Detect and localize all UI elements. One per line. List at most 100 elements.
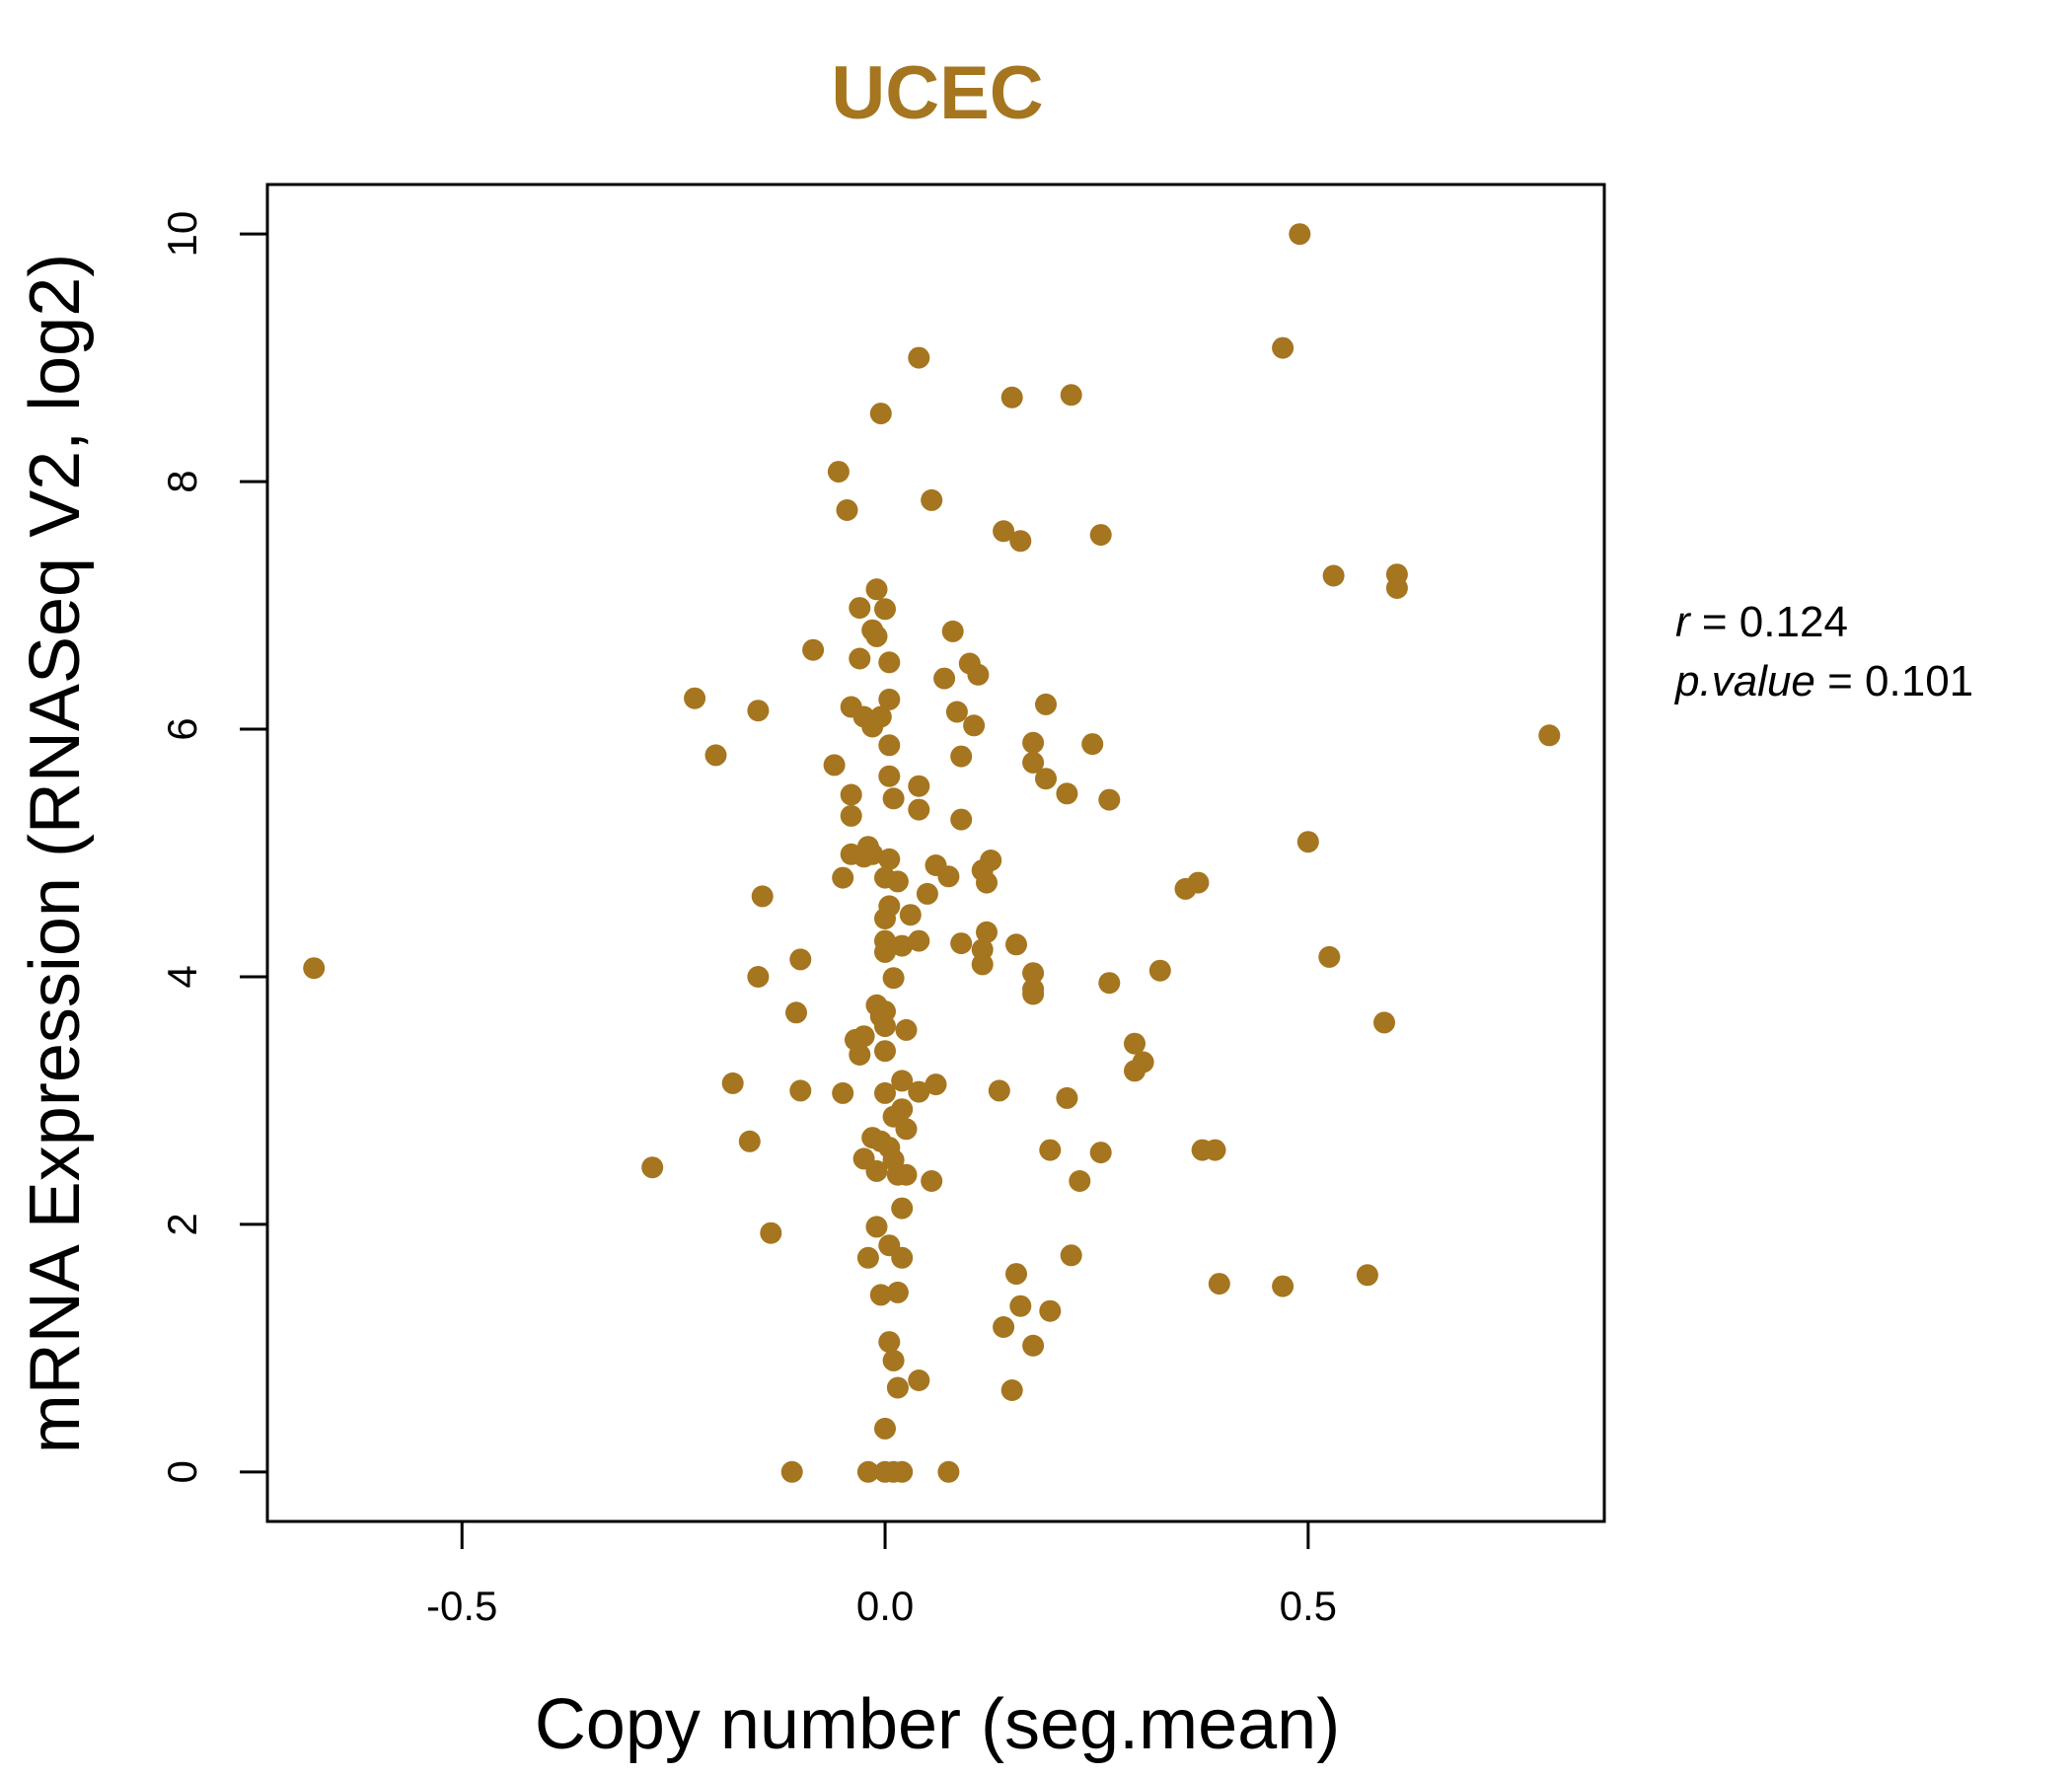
data-point (891, 934, 914, 957)
data-point (1022, 751, 1045, 774)
data-point (950, 745, 973, 768)
data-point (789, 948, 812, 971)
data-point (747, 700, 770, 722)
data-point (1124, 1032, 1146, 1055)
data-point (899, 904, 922, 926)
data-point (1039, 1299, 1062, 1322)
data-point (780, 1460, 803, 1483)
p-value-stat: p.value = 0.101 (1673, 657, 1973, 705)
data-point (1022, 983, 1045, 1005)
data-point (760, 1221, 782, 1244)
data-point (1373, 1011, 1395, 1034)
data-point (1356, 1264, 1378, 1287)
data-point (976, 871, 998, 894)
data-point (1060, 1244, 1082, 1267)
y-axis-title: mRNA Expression (RNASeq V2, log2) (16, 254, 95, 1453)
data-point (751, 885, 774, 908)
data-point (836, 499, 858, 521)
data-point (823, 754, 846, 777)
data-point (1124, 1060, 1146, 1082)
data-point (921, 1170, 943, 1192)
x-tick-label: 0.5 (1280, 1583, 1337, 1629)
data-point (1056, 1086, 1078, 1109)
r-label: r (1675, 598, 1692, 646)
data-point (1289, 223, 1311, 246)
data-point (827, 461, 850, 483)
data-point (1081, 733, 1104, 756)
data-point (886, 1281, 909, 1303)
data-point (1035, 693, 1057, 715)
data-point (865, 625, 888, 647)
data-point (1272, 1275, 1295, 1297)
data-point (874, 1417, 896, 1440)
data-point (895, 1118, 918, 1141)
data-point (908, 346, 930, 369)
data-point (882, 787, 905, 810)
data-point (832, 1081, 854, 1104)
data-point (721, 1072, 744, 1094)
data-point (1089, 1142, 1112, 1164)
data-point (1000, 1379, 1023, 1401)
data-point (878, 765, 901, 787)
data-point (908, 798, 930, 821)
data-point (1089, 524, 1112, 547)
data-point (785, 1001, 807, 1024)
data-point (1009, 530, 1032, 553)
data-point (878, 848, 901, 870)
data-point (789, 1079, 812, 1102)
data-point (993, 520, 1015, 543)
data-point (1272, 336, 1295, 359)
data-point (963, 714, 986, 737)
data-point (908, 1369, 930, 1391)
x-tick-label: -0.5 (426, 1583, 497, 1629)
data-point (747, 966, 770, 988)
data-point (950, 808, 973, 831)
chart-title: UCEC (831, 51, 1043, 135)
data-point (908, 775, 930, 797)
data-point (303, 957, 326, 980)
data-point (916, 882, 938, 905)
data-point (832, 866, 854, 889)
data-point (704, 744, 727, 767)
data-point (1318, 945, 1341, 968)
data-point (895, 1018, 918, 1041)
data-point (874, 1040, 896, 1063)
data-point (802, 638, 825, 661)
data-point (874, 940, 896, 963)
data-point (937, 865, 960, 888)
data-point (933, 667, 956, 690)
data-point (886, 870, 909, 893)
y-tick-label: 2 (159, 1213, 205, 1235)
data-point (878, 1331, 901, 1354)
data-point (1035, 768, 1057, 790)
data-point (874, 598, 896, 621)
data-point (1022, 962, 1045, 985)
data-point (1039, 1139, 1062, 1161)
data-point (1322, 564, 1345, 587)
data-point (895, 1163, 918, 1186)
plot-frame (265, 183, 1606, 1523)
data-point (993, 1316, 1015, 1338)
data-point (988, 1079, 1010, 1102)
data-point (874, 1081, 896, 1104)
data-point (1296, 831, 1319, 853)
data-point (882, 1349, 905, 1371)
data-point (878, 734, 901, 757)
data-point (856, 1460, 879, 1483)
data-point (865, 1159, 888, 1182)
data-point (849, 597, 871, 620)
data-points (303, 223, 1561, 1483)
data-point (1056, 782, 1078, 805)
data-point (1098, 788, 1121, 811)
data-point (1538, 724, 1561, 747)
y-axis: 0 2 4 6 8 10 (159, 211, 267, 1483)
data-point (891, 1460, 914, 1483)
data-point (882, 967, 905, 990)
data-point (878, 651, 901, 674)
correlation-stat: r = 0.124 (1675, 598, 1848, 646)
p-value-label: p.value (1673, 657, 1815, 705)
data-point (1174, 877, 1197, 900)
data-point (891, 1197, 914, 1220)
x-tick-label: 0.0 (856, 1583, 914, 1629)
data-point (641, 1156, 664, 1179)
